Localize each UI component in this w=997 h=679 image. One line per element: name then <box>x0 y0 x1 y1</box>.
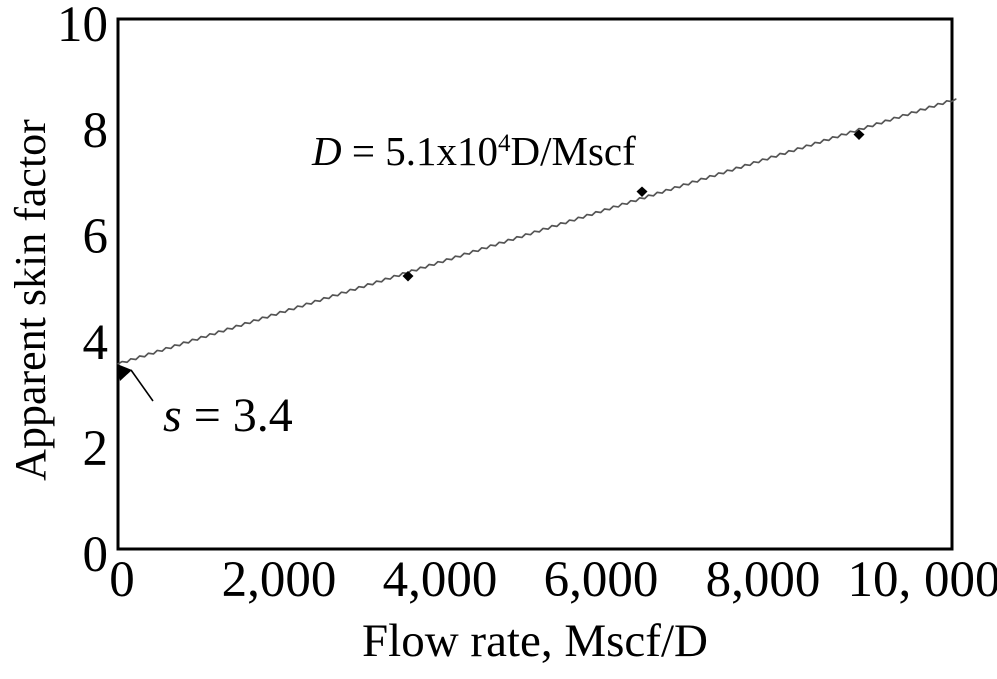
svg-text:4: 4 <box>83 315 109 371</box>
svg-text:Apparent skin factor: Apparent skin factor <box>6 119 55 481</box>
svg-text:6,000: 6,000 <box>544 552 659 608</box>
svg-text:2,000: 2,000 <box>222 552 337 608</box>
svg-text:Flow rate, Mscf/D: Flow rate, Mscf/D <box>362 615 708 667</box>
svg-text:8,000: 8,000 <box>706 552 821 608</box>
svg-text:4,000: 4,000 <box>383 552 498 608</box>
svg-text:D = 5.1x104D/Mscf: D = 5.1x104D/Mscf <box>311 128 636 174</box>
svg-text:0: 0 <box>83 527 109 583</box>
svg-text:s = 3.4: s = 3.4 <box>163 389 293 442</box>
svg-text:0: 0 <box>109 552 135 608</box>
svg-text:6: 6 <box>83 209 109 265</box>
svg-text:8: 8 <box>83 103 109 159</box>
svg-text:10: 10 <box>57 0 108 53</box>
svg-text:2: 2 <box>83 421 109 477</box>
svg-text:10, 000: 10, 000 <box>848 552 997 608</box>
